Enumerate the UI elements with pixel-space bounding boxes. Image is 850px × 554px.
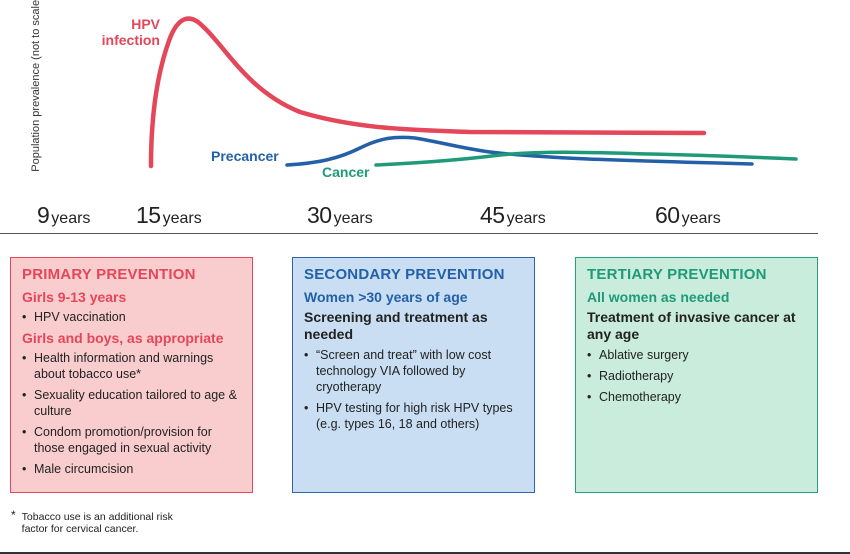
list-item: “Screen and treat” with low cost technol… — [304, 347, 524, 395]
age-value: 9 — [37, 202, 50, 228]
age-axis-line — [0, 233, 818, 234]
footnote-marker: * — [11, 508, 16, 522]
primary-group-girls-boys: Girls and boys, as appropriate — [22, 330, 224, 346]
precancer-label: Precancer — [211, 148, 279, 164]
list-item: HPV testing for high risk HPV types (e.g… — [304, 400, 524, 432]
footnote-text: Tobacco use is an additional risk factor… — [21, 511, 173, 535]
age-unit: years — [162, 210, 202, 227]
tertiary-title: TERTIARY PREVENTION — [587, 266, 767, 283]
y-axis-label: Population prevalence (not to scale) — [30, 0, 42, 172]
precancer-curve — [285, 135, 754, 167]
cancer-label: Cancer — [322, 164, 370, 180]
list-item: Health information and warnings about to… — [22, 350, 242, 382]
age-tick-60: 60 years — [655, 202, 721, 229]
age-value: 30 — [307, 202, 332, 228]
primary-group1-list: HPV vaccination — [22, 309, 242, 325]
cancer-curve — [374, 150, 798, 167]
list-item: HPV vaccination — [22, 309, 242, 325]
list-item: Ablative surgery — [587, 347, 807, 363]
secondary-subhead: Screening and treatment as needed — [304, 309, 488, 342]
age-unit: years — [681, 210, 721, 227]
age-unit: years — [506, 210, 546, 227]
prevalence-curves — [148, 16, 798, 169]
footnote: * Tobacco use is an additional risk fact… — [11, 508, 202, 535]
secondary-title: SECONDARY PREVENTION — [304, 266, 505, 283]
secondary-list: “Screen and treat” with low cost technol… — [304, 347, 524, 432]
tertiary-subhead: Treatment of invasive cancer at any age — [587, 309, 796, 342]
hpv-infection-label: HPV infection — [101, 16, 160, 48]
tertiary-list: Ablative surgery Radiotherapy Chemothera… — [587, 347, 807, 405]
age-value: 15 — [136, 202, 161, 228]
age-unit: years — [333, 210, 373, 227]
primary-prevention-box: PRIMARY PREVENTION Girls 9-13 years HPV … — [10, 257, 253, 493]
age-value: 45 — [480, 202, 505, 228]
primary-title: PRIMARY PREVENTION — [22, 266, 196, 283]
age-tick-45: 45 years — [480, 202, 546, 229]
hpv-infection-curve — [148, 16, 707, 169]
primary-group-girls: Girls 9-13 years — [22, 289, 127, 305]
secondary-prevention-box: SECONDARY PREVENTION Women >30 years of … — [292, 257, 535, 493]
age-tick-9: 9 years — [37, 202, 90, 229]
bottom-rule — [0, 552, 850, 554]
age-tick-30: 30 years — [307, 202, 373, 229]
secondary-group: Women >30 years of age — [304, 289, 468, 305]
tertiary-group: All women as needed — [587, 289, 730, 305]
list-item: Condom promotion/provision for those eng… — [22, 424, 242, 456]
list-item: Male circumcision — [22, 461, 242, 477]
primary-group2-list: Health information and warnings about to… — [22, 350, 242, 477]
age-value: 60 — [655, 202, 680, 228]
list-item: Sexuality education tailored to age & cu… — [22, 387, 242, 419]
list-item: Chemotherapy — [587, 389, 807, 405]
tertiary-prevention-box: TERTIARY PREVENTION All women as needed … — [575, 257, 818, 493]
age-tick-15: 15 years — [136, 202, 202, 229]
age-unit: years — [51, 210, 91, 227]
list-item: Radiotherapy — [587, 368, 807, 384]
